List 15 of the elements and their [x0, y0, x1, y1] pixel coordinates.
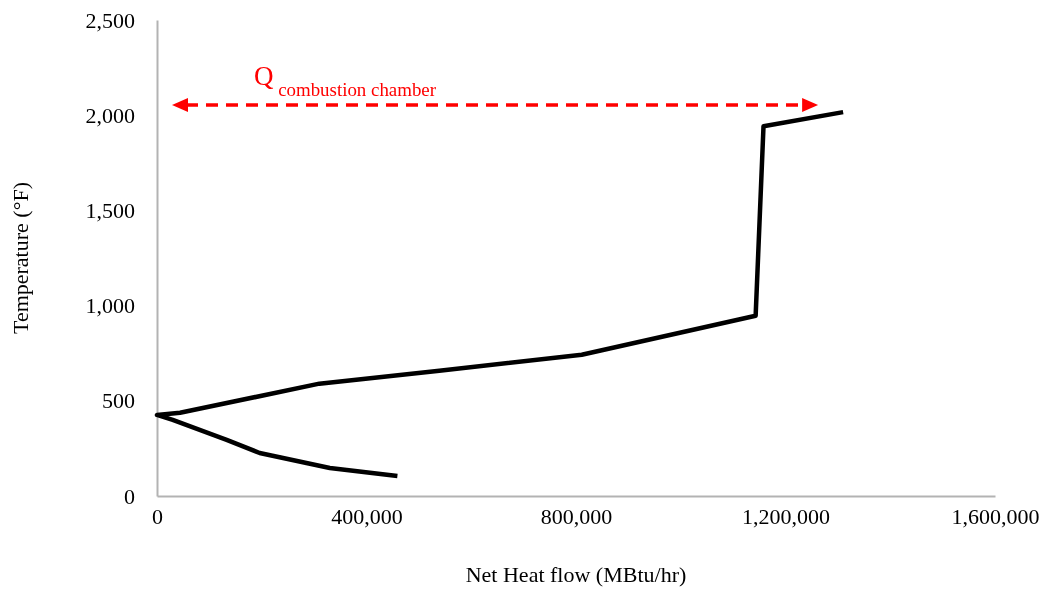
x-tick-label: 1,200,000 [742, 503, 830, 529]
x-tick-label: 800,000 [540, 503, 613, 529]
y-tick-label: 1,000 [85, 293, 135, 319]
x-tick-label: 1,600,000 [951, 503, 1040, 529]
x-axis-title: Net Heat flow (MBtu/hr) [465, 562, 687, 587]
y-tick-label: 0 [124, 483, 135, 509]
annotation: Q$_{combustion chamber}$ [253, 61, 437, 100]
y-tick-label: 2,000 [85, 102, 135, 128]
x-tick-label: 400,000 [331, 503, 403, 529]
y-tick-label: 500 [102, 388, 135, 414]
y-tick-label: 2,500 [85, 7, 135, 33]
y-tick-label: 1,500 [85, 197, 135, 223]
x-tick-label: 0 [152, 503, 163, 529]
line-series [154, 109, 846, 479]
y-axis-title: Temperature (°F) [8, 181, 33, 335]
